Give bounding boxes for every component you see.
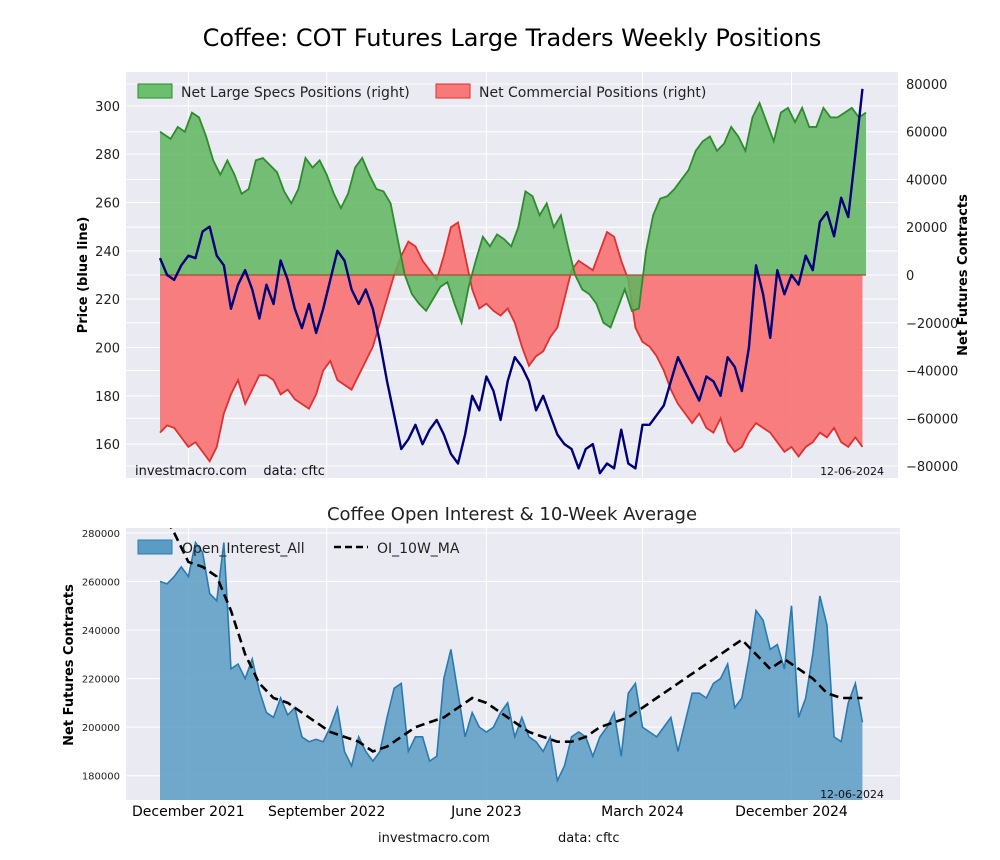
x-tick-label: December 2024	[735, 804, 848, 820]
legend-specs-label: Net Large Specs Positions (right)	[181, 85, 410, 101]
right-tick-label: −40000	[906, 365, 958, 380]
legend-commercial-label: Net Commercial Positions (right)	[479, 85, 706, 101]
top-price-line	[158, 88, 864, 475]
bottom-y-ticks: 180000 200000 220000 240000 260000 280000	[82, 529, 120, 783]
x-tick-label: March 2024	[601, 804, 684, 820]
left-axis-label: Price (blue line)	[76, 217, 91, 334]
left-tick-label: 160	[95, 438, 120, 453]
left-tick-label: 280	[95, 148, 120, 163]
bottom-x-ticks: December 2021 September 2022 June 2023 Marc…	[132, 804, 848, 820]
left-tick-label: 180	[95, 390, 120, 405]
specs-line	[159, 100, 867, 329]
x-tick-label: June 2023	[450, 804, 522, 820]
oi-line	[159, 540, 864, 784]
right-tick-label: 20000	[906, 221, 947, 236]
bottom-chart-title: Coffee Open Interest & 10-Week Average	[327, 504, 697, 525]
right-tick-label: −80000	[906, 460, 958, 475]
x-tick-label: December 2021	[132, 804, 245, 820]
oi-area	[160, 542, 863, 800]
top-source-note: investmacro.com data: cftc	[135, 464, 325, 479]
legend-oi-swatch	[137, 539, 173, 555]
top-right-ticks: −80000 −60000 −40000 −20000 0 20000 40000 60000…	[906, 78, 958, 475]
right-tick-label: 40000	[906, 173, 947, 188]
right-tick-label: −60000	[906, 412, 958, 427]
left-tick-label: 300	[95, 100, 120, 115]
bottom-areas	[159, 528, 864, 800]
ma-line	[169, 528, 863, 753]
bottom-tick-label: 180000	[82, 772, 120, 783]
legend-oi-label: Open_Interest_All	[182, 541, 305, 557]
right-tick-label: −20000	[906, 317, 958, 332]
right-axis-label: Net Futures Contracts	[956, 194, 971, 356]
footer-data: data: cftc	[558, 831, 620, 846]
bottom-date-note: 12-06-2024	[820, 788, 884, 801]
specs-area	[160, 103, 866, 328]
left-tick-label: 260	[95, 197, 120, 212]
commercial-line	[159, 220, 864, 463]
legend-commercial-swatch	[435, 83, 471, 99]
top-legend: Net Large Specs Positions (right) Net Co…	[137, 83, 706, 101]
footer-site: investmacro.com	[378, 831, 490, 846]
bottom-tick-label: 200000	[82, 723, 120, 734]
right-tick-label: 60000	[906, 126, 947, 141]
left-tick-label: 200	[95, 342, 120, 357]
top-left-ticks: 160 180 200 220 240 260 280 300	[95, 100, 120, 453]
chart-title: Coffee: COT Futures Large Traders Weekly…	[203, 24, 822, 52]
bottom-legend: Open_Interest_All OI_10W_MA	[137, 539, 460, 557]
top-date-note: 12-06-2024	[820, 465, 884, 478]
bottom-tick-label: 260000	[82, 577, 120, 588]
left-tick-label: 240	[95, 245, 120, 260]
right-tick-label: 0	[906, 269, 914, 284]
commercial-area	[160, 222, 863, 462]
bottom-tick-label: 240000	[82, 626, 120, 637]
bottom-tick-label: 220000	[82, 675, 120, 686]
bottom-axis-label: Net Futures Contracts	[62, 584, 77, 746]
bottom-tick-label: 280000	[82, 529, 120, 540]
left-tick-label: 220	[95, 293, 120, 308]
x-tick-label: September 2022	[268, 804, 385, 820]
legend-specs-swatch	[137, 83, 173, 99]
legend-ma-label: OI_10W_MA	[377, 541, 460, 557]
price-line	[158, 88, 864, 475]
right-tick-label: 80000	[906, 78, 947, 93]
